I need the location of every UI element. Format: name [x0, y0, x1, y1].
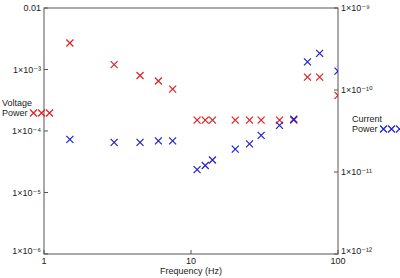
legend-marker: [396, 126, 400, 133]
series-label: CurrentPower: [352, 114, 383, 134]
data-point: [137, 139, 144, 146]
y2-tick: [334, 8, 338, 9]
data-point: [232, 146, 239, 153]
x-tick-label: 100: [330, 256, 345, 266]
data-point: [66, 136, 73, 143]
data-point: [209, 157, 216, 164]
legend-marker: [46, 110, 53, 117]
y2-tick-label: 1×10⁻¹⁰: [341, 85, 373, 95]
legend-marker: [38, 110, 45, 117]
data-point: [304, 58, 311, 65]
plot-area: [66, 39, 338, 173]
y-tick-label: 1×10⁻⁴: [12, 126, 41, 136]
data-point: [111, 61, 118, 68]
plot-frame: [44, 8, 338, 254]
data-point: [194, 117, 201, 124]
y2-tick-label: 1×10⁻¹¹: [341, 167, 372, 177]
data-point: [155, 78, 162, 85]
data-point: [209, 117, 216, 124]
x-tick: [338, 250, 339, 254]
y-tick: [44, 8, 48, 9]
chart: 1 10 100 Frequency (Hz) 0.01 1×10⁻³ 1×10⁻⁴ 1×10…: [0, 0, 400, 278]
data-point: [290, 116, 297, 123]
y-tick-label: 1×10⁻⁵: [12, 188, 41, 198]
data-point: [155, 137, 162, 144]
y-tick: [44, 254, 48, 255]
x-tick-label: 10: [186, 256, 196, 266]
x-tick: [44, 250, 45, 254]
series-label: VoltagePower: [2, 98, 32, 118]
data-point: [316, 74, 323, 81]
data-point: [335, 92, 339, 99]
data-point: [246, 140, 253, 147]
data-point: [304, 74, 311, 81]
y2-tick: [334, 90, 338, 91]
data-point: [194, 166, 201, 173]
y-tick-label: 1×10⁻⁶: [12, 246, 41, 256]
y2-tick-label: 1×10⁻⁹: [341, 3, 370, 13]
data-point: [169, 86, 176, 93]
y-tick: [44, 192, 48, 193]
data-point: [335, 68, 339, 75]
y-tick-label: 1×10⁻³: [13, 65, 41, 75]
data-point: [258, 132, 265, 139]
y2-tick-label: 1×10⁻¹²: [341, 246, 372, 256]
data-point: [202, 117, 209, 124]
data-point: [258, 117, 265, 124]
data-point: [137, 72, 144, 79]
y2-tick: [334, 254, 338, 255]
y-tick: [44, 131, 48, 132]
data-point: [246, 117, 253, 124]
legend-marker: [388, 126, 395, 133]
data-point: [316, 50, 323, 57]
y-tick-label: 0.01: [23, 3, 41, 13]
data-point: [66, 39, 73, 46]
x-tick-label: 1: [41, 256, 46, 266]
data-point: [202, 162, 209, 169]
y2-tick: [334, 172, 338, 173]
data-point: [111, 139, 118, 146]
data-point: [276, 122, 283, 129]
y-tick: [44, 69, 48, 70]
x-axis-label: Frequency (Hz): [160, 266, 222, 276]
legend-marker: [30, 110, 37, 117]
data-point: [232, 117, 239, 124]
data-point: [290, 117, 297, 124]
legend-marker: [380, 126, 387, 133]
x-tick: [191, 250, 192, 254]
data-point: [169, 137, 176, 144]
